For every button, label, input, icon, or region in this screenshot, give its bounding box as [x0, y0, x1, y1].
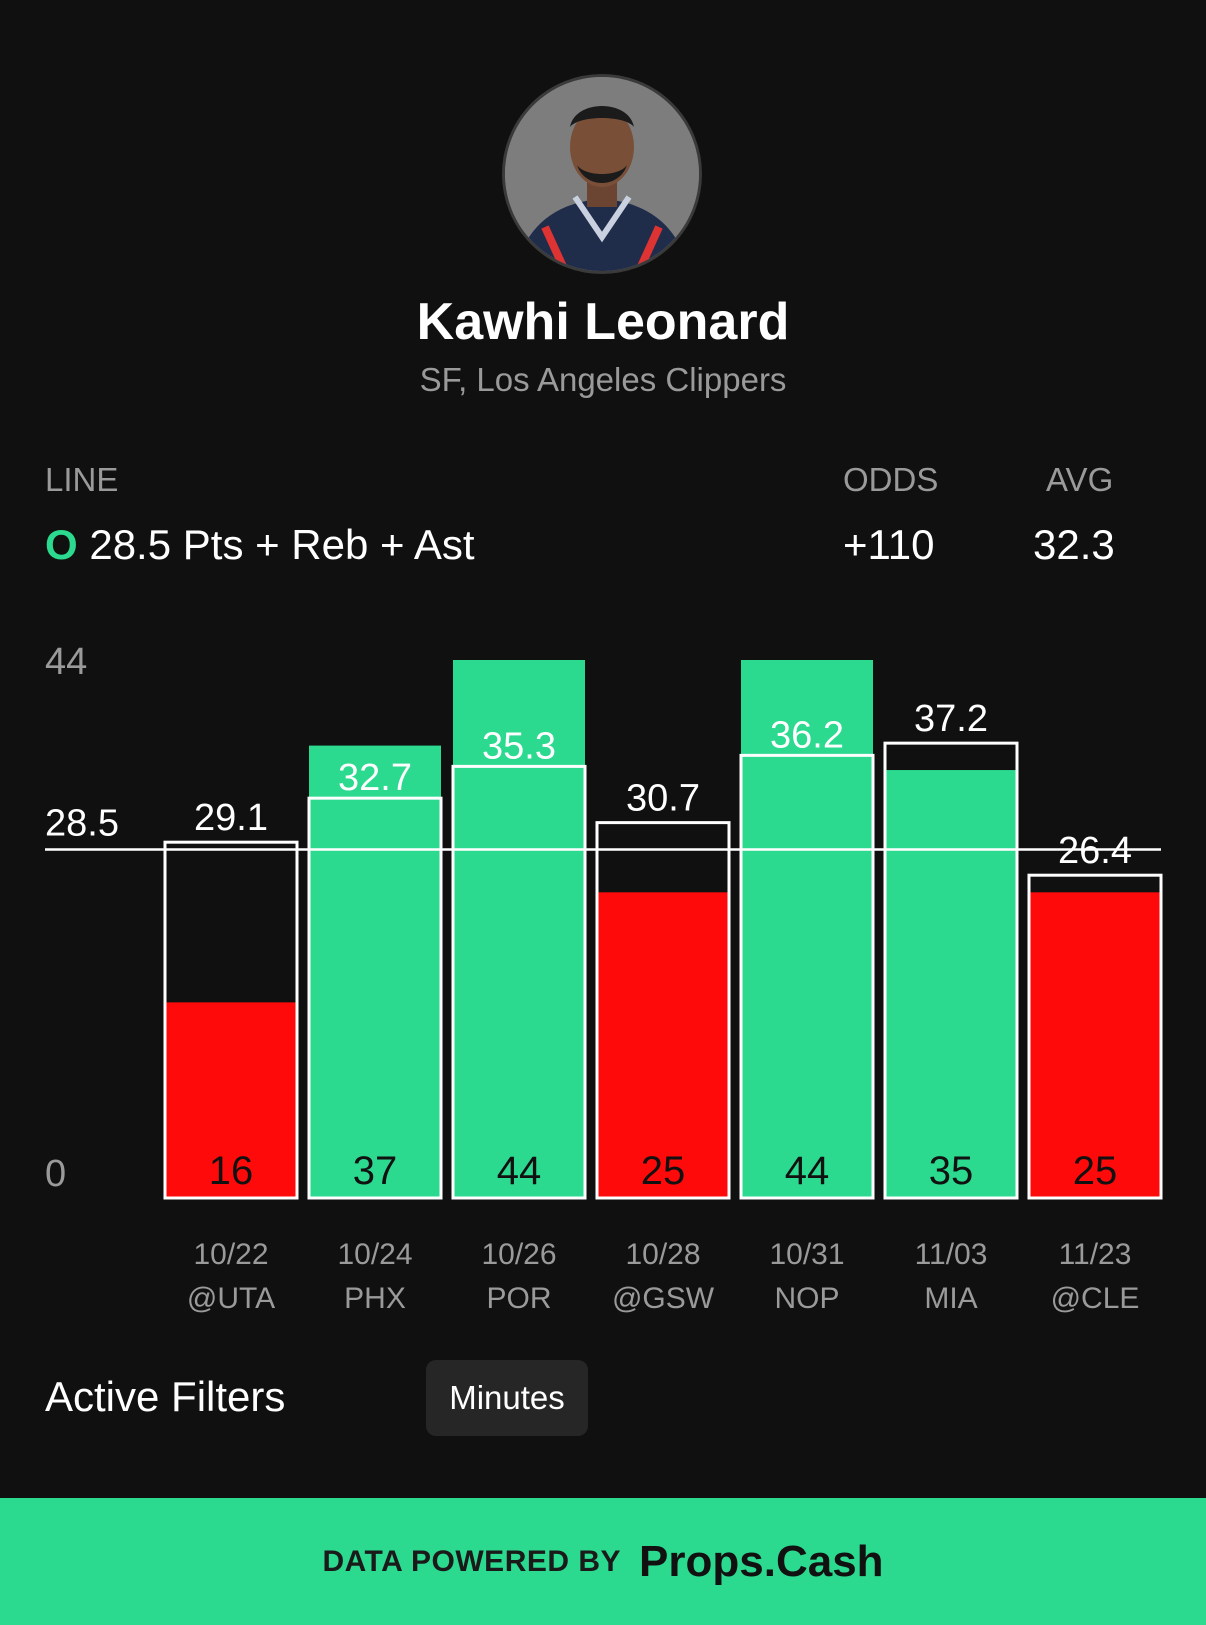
bar-projection-outline-3 [595, 821, 731, 1200]
projection-label-6: 26.4 [1058, 830, 1132, 872]
line-header: LINE [45, 461, 119, 498]
actual-value-label-3: 25 [641, 1149, 686, 1193]
x-opponent-label-1: PHX [344, 1282, 406, 1315]
x-date-label-0: 10/22 [193, 1238, 268, 1271]
bar-actual-4 [741, 660, 873, 1198]
x-opponent-label-0: @UTA [187, 1282, 275, 1315]
over-under-indicator: O [45, 521, 78, 568]
actual-value-label-6: 25 [1073, 1149, 1118, 1193]
footer-banner: DATA POWERED BY Props.Cash [0, 1498, 1206, 1625]
odds-header: ODDS [843, 461, 939, 498]
actual-value-label-1: 37 [353, 1149, 398, 1193]
x-opponent-label-3: @GSW [612, 1282, 715, 1315]
projection-label-4: 36.2 [770, 714, 844, 756]
footer-brand[interactable]: Props.Cash [639, 1536, 884, 1586]
x-date-label-4: 10/31 [769, 1238, 844, 1271]
bar-projection-outline-4 [739, 753, 875, 1200]
actual-value-label-4: 44 [785, 1149, 830, 1193]
bar-projection-outline-2 [451, 764, 587, 1200]
odds-value: +110 [843, 521, 935, 568]
line-value: O 28.5 Pts + Reb + Ast [45, 520, 475, 570]
bar-actual-3 [597, 892, 729, 1198]
active-filters-label: Active Filters [45, 1373, 286, 1420]
bar-actual-1 [309, 745, 441, 1198]
player-team: SF, Los Angeles Clippers [419, 361, 787, 398]
x-date-label-6: 11/23 [1059, 1238, 1132, 1271]
line-text: 28.5 Pts + Reb + Ast [89, 521, 475, 568]
x-date-label-5: 11/03 [915, 1238, 988, 1271]
projection-label-5: 37.2 [914, 698, 988, 740]
game-log-chart: 44 0 29.1 16 10/22 @UTA 32.7 37 10/24 PHX 35.3 44 10… [45, 641, 1163, 1315]
x-opponent-label-4: NOP [774, 1282, 839, 1315]
footer-prefix: DATA POWERED BY [322, 1544, 622, 1578]
bar-projection-outline-1 [307, 796, 443, 1200]
projection-label-1: 32.7 [338, 757, 412, 799]
player-photo-icon [505, 77, 699, 271]
avg-value: 32.3 [1033, 521, 1115, 568]
x-date-label-3: 10/28 [625, 1238, 700, 1271]
actual-value-label-2: 44 [497, 1149, 542, 1193]
x-opponent-label-5: MIA [924, 1282, 977, 1315]
projection-label-0: 29.1 [194, 797, 268, 839]
y-tick-label-max: 44 [45, 641, 87, 683]
x-opponent-label-2: POR [486, 1282, 551, 1315]
projection-label-2: 35.3 [482, 725, 556, 767]
player-avatar [502, 74, 702, 274]
prop-line-label: 28.5 [45, 803, 119, 845]
avg-header: AVG [1046, 461, 1114, 498]
actual-value-label-5: 35 [929, 1149, 974, 1193]
x-opponent-label-6: @CLE [1051, 1282, 1140, 1315]
filter-chip-minutes[interactable]: Minutes [426, 1360, 588, 1436]
bar-actual-5 [885, 770, 1017, 1198]
y-tick-label-min: 0 [45, 1153, 66, 1195]
projection-label-3: 30.7 [626, 778, 700, 820]
x-date-label-1: 10/24 [337, 1238, 412, 1271]
bar-projection-outline-0 [163, 840, 299, 1200]
x-date-label-2: 10/26 [481, 1238, 556, 1271]
player-name: Kawhi Leonard [416, 293, 790, 351]
actual-value-label-0: 16 [209, 1149, 254, 1193]
bar-projection-outline-5 [883, 741, 1019, 1200]
bar-actual-0 [165, 1002, 297, 1198]
bar-actual-2 [453, 660, 585, 1198]
bar-projection-outline-6 [1027, 873, 1163, 1200]
bar-actual-6 [1029, 892, 1161, 1198]
